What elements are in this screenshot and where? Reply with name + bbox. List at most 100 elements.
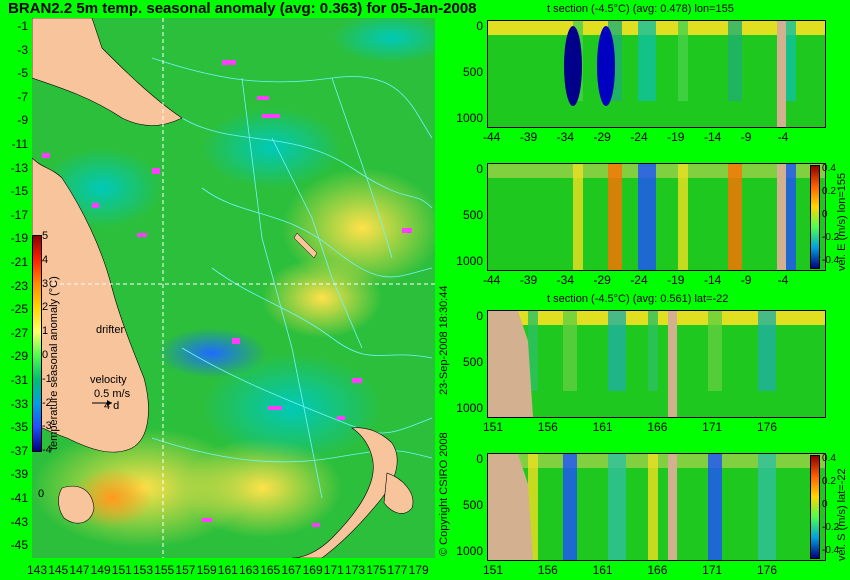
lat-tick-label: -19	[10, 231, 28, 246]
velocity-colorbar	[810, 165, 820, 269]
colorbar-tick: -4	[42, 444, 52, 457]
velocity-colorbar-tick: -0.4	[822, 545, 840, 556]
map-plot: drifter velocity 0.5 m/s 4 d 0	[32, 18, 435, 558]
new-zealand-land	[291, 427, 398, 558]
section-x-tick-label: -4	[777, 130, 789, 144]
lon-tick-label: 149	[90, 563, 111, 577]
section-plot	[487, 453, 826, 561]
velocity-colorbar-tick: -0.2	[822, 522, 840, 533]
depth-tick-label: 1000	[456, 254, 483, 268]
velocity-colorbar-tick: 0.4	[822, 453, 836, 464]
drifter-label: drifter	[96, 324, 125, 336]
velocity-colorbar	[810, 455, 820, 559]
section-x-tick-label: -39	[519, 130, 538, 144]
section-heatmap	[488, 21, 825, 127]
lat-tick-label: -1	[17, 19, 28, 33]
colorbar-tick: 3	[42, 277, 49, 290]
anomaly-map	[32, 18, 435, 558]
lat-tick-label: -11	[11, 137, 28, 151]
lat-tick-label: -25	[10, 302, 28, 317]
section-x-tick-label: -39	[519, 273, 538, 287]
section-plot	[487, 310, 826, 418]
lon-tick-label: 177	[387, 563, 408, 577]
section-x-tick-label: 161	[592, 420, 613, 434]
section-x-tick-label: -29	[593, 273, 611, 287]
depth-tick-label: 500	[462, 498, 483, 512]
bathymetry-contours	[151, 57, 433, 499]
drifter-tracks	[42, 60, 412, 527]
depth-tick-label: 1000	[456, 544, 483, 558]
lon-tick-label: 163	[239, 563, 260, 577]
lon-tick-label: 175	[366, 563, 387, 577]
velocity-days: 4 d	[104, 400, 120, 412]
colorbar-tick: 2	[42, 301, 49, 314]
section-x-tick-label: -9	[740, 130, 752, 144]
lon-tick-label: 159	[196, 563, 217, 577]
section-x-tick-label: -29	[593, 130, 611, 144]
lat-tick-label: -9	[17, 113, 28, 128]
colorbar-tick: -2	[42, 396, 52, 409]
velocity-colorbar-tick: 0.2	[822, 476, 836, 487]
lon-tick-label: 169	[302, 563, 323, 577]
lon-tick-label: 147	[69, 563, 90, 577]
section-plot	[487, 163, 826, 271]
map-colorbar	[32, 235, 42, 452]
section-x-tick-label: -19	[667, 273, 685, 287]
colorbar-tick: 1	[42, 325, 49, 338]
section-x-tick-label: 156	[537, 420, 558, 434]
lat-tick-label: -17	[10, 207, 28, 222]
section-x-tick-label: 176	[756, 563, 777, 577]
depth-tick-label: 0	[476, 19, 483, 33]
depth-tick-label: 0	[476, 452, 483, 466]
section-x-tick-label: 151	[483, 563, 504, 577]
depth-tick-label: 1000	[456, 401, 483, 415]
velocity-colorbar-tick: -0.2	[822, 232, 840, 243]
lon-tick-label: 171	[323, 563, 344, 577]
lat-tick-label: -27	[10, 325, 28, 340]
section-heatmap	[488, 164, 825, 270]
lat-tick-label: -37	[10, 443, 28, 458]
section-x-tick-label: -24	[630, 273, 648, 287]
marker-zero: 0	[38, 488, 45, 500]
velocity-value: 0.5 m/s	[94, 388, 131, 400]
section-x-tick-label: -24	[630, 130, 648, 144]
lat-tick-label: -33	[10, 396, 28, 411]
lat-tick-label: -29	[10, 349, 28, 364]
section-heatmap	[488, 454, 825, 560]
copyright-text: © Copyright CSIRO 2008	[438, 432, 450, 556]
colorbar-tick: 4	[42, 253, 49, 266]
australia-land	[32, 157, 149, 453]
depth-tick-label: 1000	[456, 111, 483, 125]
section-x-tick-label: 176	[756, 420, 777, 434]
section-plot	[487, 20, 826, 128]
section-x-tick-label: -14	[703, 130, 722, 144]
lat-tick-label: -31	[10, 373, 28, 387]
lat-tick-label: -15	[10, 184, 28, 199]
lat-tick-label: -41	[10, 491, 28, 505]
panel-title: t section (-4.5°C) (avg: 0.478) lon=155	[547, 3, 734, 15]
velocity-label: velocity	[90, 374, 127, 386]
tasmania-land	[58, 485, 95, 524]
section-x-tick-label: -14	[703, 273, 722, 287]
depth-tick-label: 0	[476, 309, 483, 323]
lat-tick-label: -3	[17, 42, 28, 57]
map-title: BRAN2.2 5m temp. seasonal anomaly (avg: …	[8, 0, 477, 17]
lon-tick-label: 153	[133, 563, 154, 577]
panel-title: t section (-4.5°C) (avg: 0.561) lat=-22	[547, 293, 729, 305]
lat-tick-label: -5	[17, 66, 28, 81]
lat-tick-label: -35	[10, 420, 28, 435]
lon-tick-label: 179	[408, 563, 429, 577]
section-heatmap	[488, 311, 825, 417]
lon-tick-label: 165	[260, 563, 281, 577]
colorbar-tick: 0	[42, 349, 49, 361]
colorbar-label: temperature seasonal anomaly (°C)	[48, 276, 60, 450]
velocity-colorbar-tick: 0.2	[822, 186, 836, 197]
colorbar-tick: 5	[42, 230, 49, 242]
lon-tick-label: 161	[217, 563, 238, 577]
section-x-tick-label: 151	[483, 420, 504, 434]
lat-tick-label: -21	[10, 255, 28, 269]
timestamp-text: 23-Sep-2008 18:30:44	[438, 285, 450, 395]
lon-tick-label: 155	[154, 563, 175, 577]
lon-tick-label: 167	[281, 563, 302, 577]
lon-tick-label: 145	[48, 563, 69, 577]
